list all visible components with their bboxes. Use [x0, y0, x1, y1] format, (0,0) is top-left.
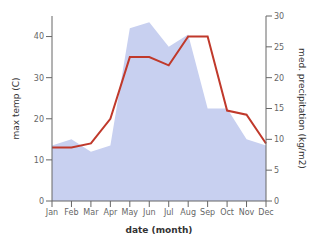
svg-text:20: 20 — [34, 115, 44, 124]
svg-text:5: 5 — [274, 166, 279, 175]
svg-text:30: 30 — [34, 74, 44, 83]
svg-text:date (month): date (month) — [126, 225, 193, 235]
svg-text:Nov: Nov — [239, 208, 255, 217]
svg-text:med. precipitation (kg/m2): med. precipitation (kg/m2) — [297, 48, 307, 169]
svg-text:40: 40 — [34, 32, 44, 41]
svg-text:25: 25 — [274, 43, 284, 52]
svg-text:10: 10 — [34, 156, 44, 165]
svg-text:0: 0 — [274, 197, 279, 206]
svg-text:15: 15 — [274, 104, 284, 113]
svg-text:May: May — [122, 208, 139, 217]
svg-text:Jun: Jun — [142, 208, 156, 217]
svg-text:Mar: Mar — [83, 208, 99, 217]
svg-text:Aug: Aug — [180, 208, 196, 217]
svg-text:Oct: Oct — [220, 208, 234, 217]
svg-text:Sep: Sep — [200, 208, 215, 217]
svg-text:max temp (C): max temp (C) — [11, 77, 21, 139]
svg-text:Jan: Jan — [45, 208, 58, 217]
svg-text:Feb: Feb — [64, 208, 78, 217]
svg-text:0: 0 — [39, 197, 44, 206]
svg-text:Apr: Apr — [103, 208, 118, 217]
svg-text:10: 10 — [274, 135, 284, 144]
svg-text:30: 30 — [274, 12, 284, 21]
svg-text:20: 20 — [274, 74, 284, 83]
svg-text:Jul: Jul — [163, 208, 174, 217]
svg-text:Dec: Dec — [258, 208, 273, 217]
